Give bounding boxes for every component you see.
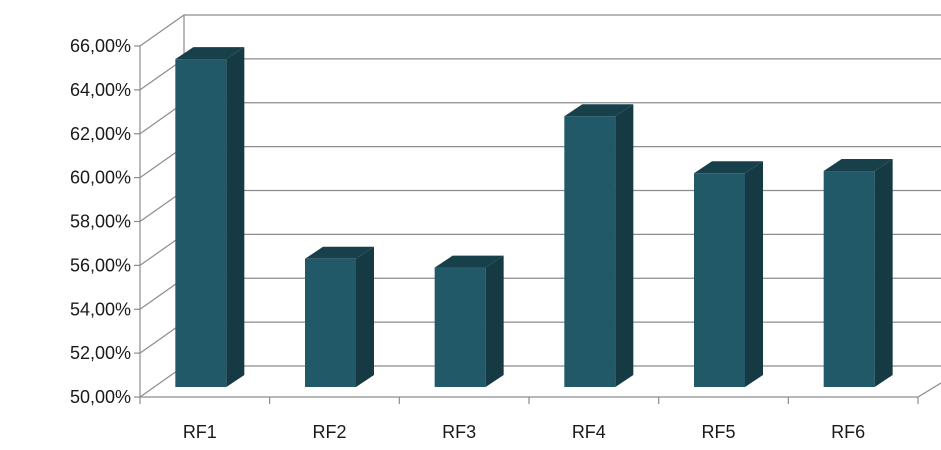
bar-rf1 [175, 47, 245, 387]
y-tick-label: 50,00% [70, 387, 131, 407]
y-tick-label: 66,00% [70, 36, 131, 56]
gridline [139, 277, 941, 310]
y-tick-label: 64,00% [70, 80, 131, 100]
gridline [139, 189, 941, 222]
x-tick-label: RF3 [442, 422, 476, 442]
y-tick-label: 52,00% [70, 343, 131, 363]
x-tick-label: RF4 [572, 422, 606, 442]
bar-top-face [564, 104, 634, 117]
bars [175, 47, 893, 387]
axes [134, 15, 941, 404]
y-tick-label: 58,00% [70, 212, 131, 232]
x-tick-label: RF5 [701, 422, 735, 442]
bar-side-face [485, 255, 504, 387]
gridline [139, 146, 941, 179]
y-tick-label: 62,00% [70, 124, 131, 144]
y-tick-label: 60,00% [70, 168, 131, 188]
bar-rf2 [305, 246, 374, 387]
bar-front-face [823, 171, 875, 387]
bar-side-face [745, 161, 763, 387]
x-tick-label: RF2 [312, 422, 346, 442]
bar-top-face [823, 159, 893, 172]
gridline [139, 58, 941, 91]
bar-rf5 [694, 161, 763, 387]
y-tick-label: 54,00% [70, 299, 131, 319]
bar-side-face [874, 159, 893, 387]
x-tick-label: RF1 [183, 422, 217, 442]
bar-side-face [356, 246, 374, 387]
bar-front-face [434, 267, 486, 387]
bar-front-face [305, 258, 356, 387]
bar-rf4 [564, 104, 634, 387]
gridline [139, 102, 941, 135]
bar-front-face [564, 116, 616, 387]
bar-top-face [305, 246, 374, 259]
gridline [139, 321, 941, 354]
x-tick-label: RF6 [831, 422, 865, 442]
bar-rf3 [434, 255, 504, 387]
gridline [139, 233, 941, 266]
bar-front-face [175, 59, 227, 387]
y-tick-label: 56,00% [70, 255, 131, 275]
y-tick-labels: 50,00% 52,00% 54,00% 56,00% 58,00% 60,00% 62,0… [70, 36, 131, 407]
bar-side-face [615, 104, 634, 387]
bar-top-face [175, 47, 245, 60]
x-tick-labels: RF1 RF2 RF3 RF4 RF5 RF6 [183, 422, 865, 442]
gridline [139, 14, 941, 47]
bar-top-face [434, 255, 504, 268]
gridlines [139, 14, 941, 398]
bar-rf6 [823, 159, 893, 387]
gridline [139, 365, 941, 398]
bar-top-face [694, 161, 763, 174]
bar-front-face [694, 173, 745, 387]
bar-side-face [226, 47, 245, 387]
x-axis-line [140, 382, 941, 398]
